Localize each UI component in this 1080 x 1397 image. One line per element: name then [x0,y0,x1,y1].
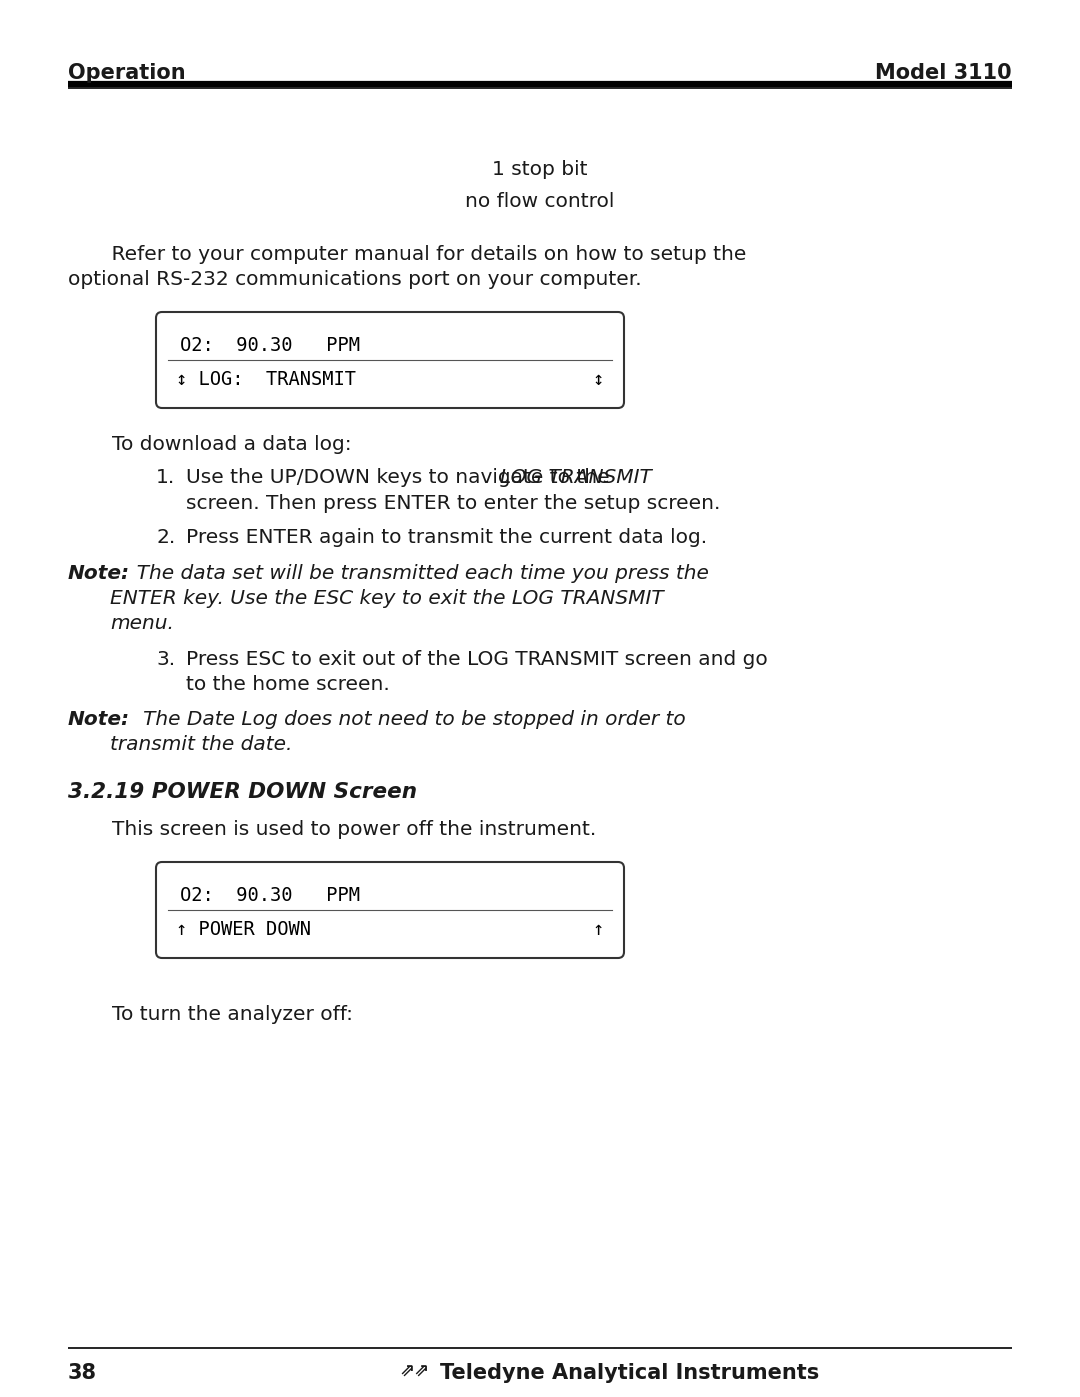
Text: to the home screen.: to the home screen. [186,675,390,694]
Text: O2:  90.30   PPM: O2: 90.30 PPM [180,886,360,905]
Text: Refer to your computer manual for details on how to setup the: Refer to your computer manual for detail… [86,244,746,264]
Text: optional RS-232 communications port on your computer.: optional RS-232 communications port on y… [68,270,642,289]
Text: ↕ LOG:  TRANSMIT: ↕ LOG: TRANSMIT [176,370,356,388]
Text: transmit the date.: transmit the date. [110,735,293,754]
Text: Teledyne Analytical Instruments: Teledyne Analytical Instruments [440,1363,820,1383]
Text: no flow control: no flow control [465,191,615,211]
Text: This screen is used to power off the instrument.: This screen is used to power off the ins… [112,820,596,840]
Text: Use the UP/DOWN keys to navigate to the: Use the UP/DOWN keys to navigate to the [186,468,616,488]
Text: To download a data log:: To download a data log: [112,434,352,454]
Text: O2:  90.30   PPM: O2: 90.30 PPM [180,337,360,355]
Text: screen. Then press ENTER to enter the setup screen.: screen. Then press ENTER to enter the se… [186,495,720,513]
Text: 3.2.19 POWER DOWN Screen: 3.2.19 POWER DOWN Screen [68,782,417,802]
Text: ↑ POWER DOWN: ↑ POWER DOWN [176,921,311,939]
Text: The data set will be transmitted each time you press the: The data set will be transmitted each ti… [124,564,708,583]
Text: ↕: ↕ [593,370,604,388]
Text: Press ENTER again to transmit the current data log.: Press ENTER again to transmit the curren… [186,528,707,548]
Text: ENTER key. Use the ESC key to exit the LOG TRANSMIT: ENTER key. Use the ESC key to exit the L… [110,590,663,608]
FancyBboxPatch shape [156,312,624,408]
Text: Press ESC to exit out of the LOG TRANSMIT screen and go: Press ESC to exit out of the LOG TRANSMI… [186,650,768,669]
Text: Model 3110: Model 3110 [876,63,1012,82]
Text: Note:: Note: [68,564,130,583]
Text: LOG TRANSMIT: LOG TRANSMIT [500,468,651,488]
Text: 1 stop bit: 1 stop bit [492,161,588,179]
Text: Note:: Note: [68,710,130,729]
Text: The Date Log does not need to be stopped in order to: The Date Log does not need to be stopped… [124,710,686,729]
Text: To turn the analyzer off:: To turn the analyzer off: [112,1004,353,1024]
Text: ↑: ↑ [593,921,604,939]
Text: menu.: menu. [110,615,174,633]
FancyBboxPatch shape [156,862,624,958]
Text: 2.: 2. [156,528,175,548]
Text: 1.: 1. [156,468,175,488]
Text: 38: 38 [68,1363,97,1383]
Text: ⇗⇗: ⇗⇗ [400,1363,430,1382]
Text: Operation: Operation [68,63,186,82]
Text: 3.: 3. [156,650,175,669]
